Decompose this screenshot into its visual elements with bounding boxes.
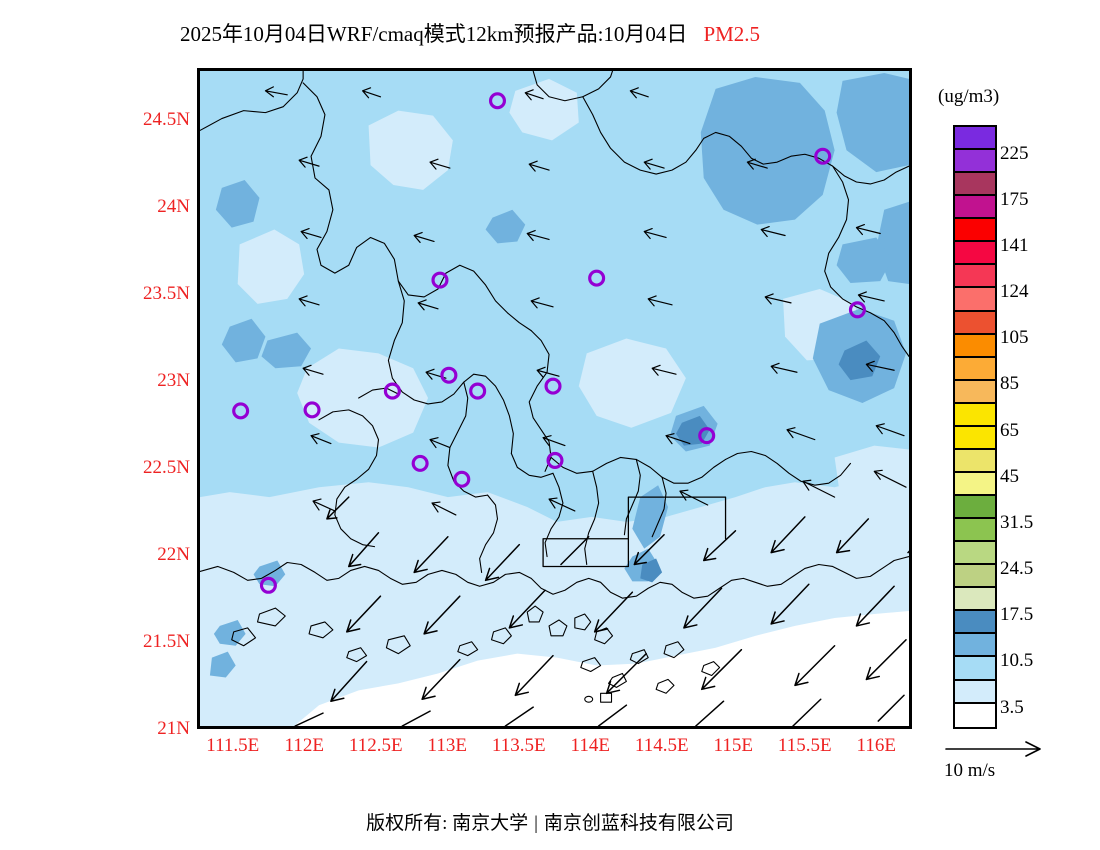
fill-group-below-3-5 (294, 611, 909, 726)
footer-left-text: 版权所有: 南京大学 (366, 813, 529, 834)
colorbar-band (955, 519, 995, 543)
colorbar-band (955, 634, 995, 658)
station-marker (546, 451, 564, 469)
colorbar-tick-label: 225 (1000, 142, 1029, 164)
colorbar-band (955, 173, 995, 197)
station-marker (259, 576, 277, 594)
colorbar-band (955, 565, 995, 589)
longitude-tick-label: 116E (856, 735, 896, 756)
colorbar[interactable] (953, 125, 997, 729)
latitude-tick-label: 24N (157, 196, 190, 218)
latitude-tick-label: 21.5N (143, 631, 190, 653)
colorbar-tick-label: 45 (1000, 465, 1019, 487)
wind-vectors-inland (264, 86, 907, 516)
longitude-tick-label: 112.5E (348, 735, 403, 756)
station-marker (469, 382, 487, 400)
station-marker (488, 92, 507, 110)
longitude-axis: 111.5E 112E 112.5E 113E 113.5E 114E 114.5E 115E… (197, 736, 912, 766)
colorbar-band (955, 588, 995, 612)
colorbar-band (955, 288, 995, 312)
longitude-tick-label: 115.5E (777, 735, 832, 756)
map-boundaries (200, 71, 909, 703)
wind-scale-label: 10 m/s (944, 760, 996, 781)
station-marker (232, 402, 250, 420)
colorbar-tick-label: 141 (1000, 235, 1029, 256)
title-variable-label: PM2.5 (703, 22, 761, 46)
colorbar-tick-label: 124 (1000, 281, 1029, 303)
station-marker (303, 401, 321, 419)
colorbar-band (955, 311, 995, 335)
wind-vectors-ocean (294, 496, 909, 726)
colorbar-band (955, 380, 995, 404)
wind-scale-arrow-icon (945, 741, 1041, 757)
station-marker (814, 147, 832, 165)
latitude-tick-label: 23N (157, 370, 190, 392)
station-marker (698, 427, 716, 445)
colorbar-tick-label: 175 (1000, 188, 1029, 210)
footer-separator: | (534, 813, 538, 834)
longitude-tick-label: 112E (284, 735, 324, 756)
station-marker (453, 470, 471, 488)
colorbar-band (955, 357, 995, 381)
station-marker (431, 271, 449, 289)
longitude-tick-label: 113.5E (491, 735, 546, 756)
latitude-tick-label: 23.5N (143, 283, 190, 305)
footer-right-text: 南京创蓝科技有限公司 (543, 813, 734, 834)
station-marker (544, 377, 562, 395)
colorbar-band (955, 703, 995, 727)
colorbar-band (955, 265, 995, 289)
colorbar-tick-label: 65 (1000, 419, 1019, 441)
colorbar-tick-label: 10.5 (1000, 650, 1034, 672)
latitude-tick-label: 22N (157, 544, 190, 566)
colorbar-band (955, 403, 995, 427)
wind-scale-reference (940, 738, 1080, 760)
colorbar-tick-label: 17.5 (1000, 604, 1034, 626)
latitude-axis: 24.5N 24N 23.5N 23N 22.5N 22N 21.5N 21N (60, 68, 190, 738)
map-canvas (200, 71, 909, 726)
colorbar-band (955, 426, 995, 450)
longitude-tick-label: 114.5E (634, 735, 689, 756)
colorbar-tick-label: 24.5 (1000, 558, 1034, 580)
colorbar-tick-label: 105 (1000, 327, 1029, 349)
colorbar-tick-label: 3.5 (1000, 696, 1024, 718)
colorbar-band (955, 334, 995, 358)
longitude-tick-label: 111.5E (206, 735, 260, 756)
colorbar-band (955, 472, 995, 496)
colorbar-band (955, 449, 995, 473)
colorbar-band (955, 242, 995, 266)
footer-copyright: 版权所有: 南京大学 | 南京创蓝科技有限公司 (0, 808, 1100, 835)
latitude-tick-label: 21N (157, 718, 190, 739)
longitude-tick-label: 115E (713, 735, 753, 756)
title-main-text: 2025年10月04日WRF/cmaq模式12km预报产品:10月04日 (179, 22, 688, 46)
forecast-map[interactable] (197, 68, 912, 729)
station-marker (588, 269, 606, 287)
latitude-tick-label: 24.5N (143, 109, 190, 131)
station-marker (848, 301, 866, 319)
colorbar-band (955, 496, 995, 520)
colorbar-band (955, 127, 995, 151)
colorbar-tick-label: 31.5 (1000, 511, 1034, 533)
station-marker (411, 454, 429, 472)
colorbar-band (955, 150, 995, 174)
colorbar-band (955, 657, 995, 681)
colorbar-tick-label: 85 (1000, 373, 1019, 395)
station-marker (383, 382, 401, 400)
station-marker (440, 366, 458, 384)
colorbar-band (955, 542, 995, 566)
colorbar-band (955, 611, 995, 635)
fill-group-17-5 (209, 72, 909, 678)
latitude-tick-label: 22.5N (143, 457, 190, 479)
colorbar-band (955, 219, 995, 243)
longitude-tick-label: 113E (427, 735, 467, 756)
colorbar-band (955, 196, 995, 220)
longitude-tick-label: 114E (570, 735, 610, 756)
colorbar-band (955, 680, 995, 704)
station-markers[interactable] (232, 92, 866, 594)
page-title: 2025年10月04日WRF/cmaq模式12km预报产品:10月04日 PM2.… (0, 18, 940, 48)
colorbar-units-label: (ug/m3) (938, 86, 1000, 107)
